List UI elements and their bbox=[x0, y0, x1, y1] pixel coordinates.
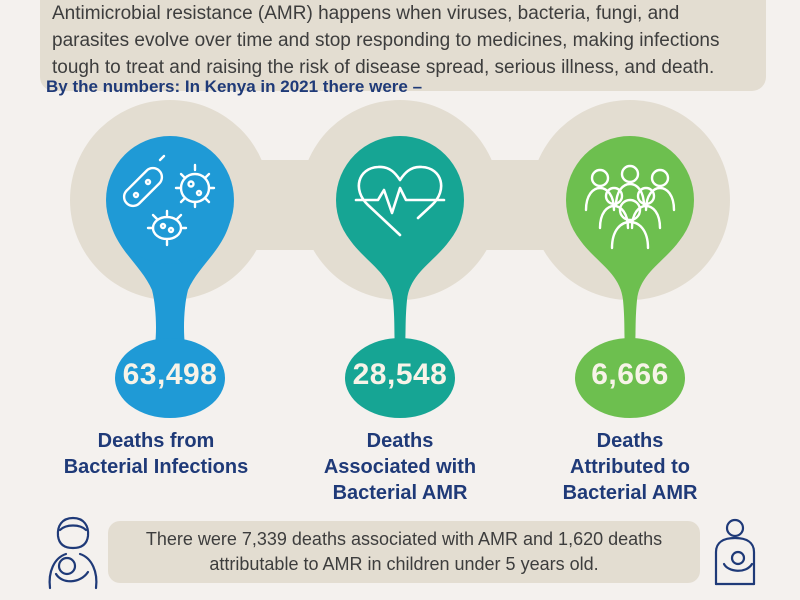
stat-label-line: Bacterial Infections bbox=[63, 456, 249, 478]
stat-label-line: Deaths bbox=[596, 430, 664, 452]
stat-label-bacterial-infections: Deaths from Bacterial Infections bbox=[36, 428, 276, 480]
intro-line: parasites evolve over time and stop resp… bbox=[52, 30, 720, 51]
stat-value-bacterial-infections: 63,498 bbox=[122, 358, 218, 391]
mother-child-icon bbox=[48, 516, 98, 590]
intro-line: Antimicrobial resistance (AMR) happens w… bbox=[52, 3, 680, 24]
footer-line: There were 7,339 deaths associated with … bbox=[145, 529, 663, 549]
heartbeat-icon bbox=[354, 165, 446, 237]
stat-label-line: Deaths bbox=[366, 430, 434, 452]
stat-label-line: Associated with bbox=[323, 456, 477, 478]
stat-label-line: Bacterial AMR bbox=[332, 482, 468, 504]
footer-line: attributable to AMR in children under 5 … bbox=[209, 554, 599, 574]
stat-label-line: Deaths from bbox=[97, 430, 215, 452]
stat-value-associated-amr: 28,548 bbox=[352, 358, 448, 391]
footer-text-box: There were 7,339 deaths associated with … bbox=[108, 521, 700, 583]
stat-label-associated-amr: Deaths Associated with Bacterial AMR bbox=[280, 428, 520, 506]
people-group-icon bbox=[584, 164, 676, 250]
intro-line: tough to treat and raising the risk of d… bbox=[52, 57, 715, 78]
intro-text-box: Antimicrobial resistance (AMR) happens w… bbox=[40, 0, 766, 91]
parent-child-icon bbox=[714, 518, 756, 586]
stat-label-line: Attributed to bbox=[570, 456, 690, 478]
numbers-heading: By the numbers: In Kenya in 2021 there w… bbox=[46, 77, 423, 96]
bacteria-icon bbox=[122, 154, 216, 247]
stat-label-attributed-amr: Deaths Attributed to Bacterial AMR bbox=[510, 428, 750, 506]
stat-pin-associated-amr bbox=[336, 136, 464, 418]
stat-label-line: Bacterial AMR bbox=[562, 482, 698, 504]
stat-value-attributed-amr: 6,666 bbox=[591, 358, 669, 391]
